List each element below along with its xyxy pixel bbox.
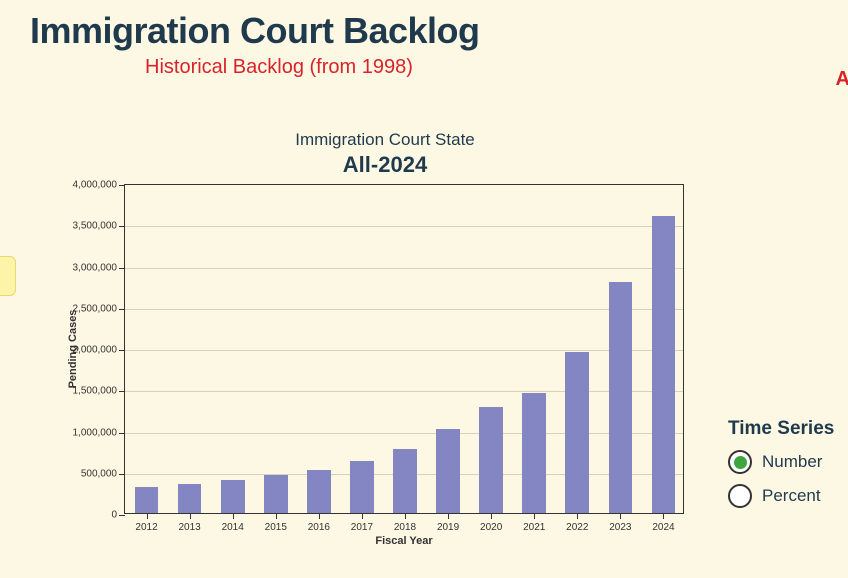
ytick-label: 1,000,000: [73, 427, 118, 438]
chart-plot-area: Pending Cases Fiscal Year 0500,0001,000,…: [124, 184, 684, 514]
xtick-label: 2016: [308, 522, 330, 533]
ytick: [119, 391, 125, 392]
tab-historical-backlog[interactable]: Historical Backlog (from 1998): [145, 56, 413, 78]
bar[interactable]: [609, 282, 633, 513]
ytick: [119, 268, 125, 269]
xtick: [276, 513, 277, 519]
xtick-label: 2013: [178, 522, 200, 533]
ytick-label: 3,000,000: [73, 262, 118, 273]
xtick: [147, 513, 148, 519]
gridline: [125, 350, 683, 351]
radio-number[interactable]: Number: [728, 450, 848, 474]
bar[interactable]: [522, 393, 546, 513]
bar[interactable]: [350, 461, 374, 513]
xtick-label: 2015: [265, 522, 287, 533]
bar[interactable]: [393, 449, 417, 513]
gridline: [125, 433, 683, 434]
xtick-label: 2018: [394, 522, 416, 533]
ytick-label: 2,500,000: [73, 303, 118, 314]
ytick-label: 4,000,000: [73, 180, 118, 191]
xtick: [663, 513, 664, 519]
bar[interactable]: [436, 429, 460, 513]
ytick-label: 3,500,000: [73, 221, 118, 232]
bar[interactable]: [307, 470, 331, 513]
bar[interactable]: [135, 487, 159, 513]
bar[interactable]: [652, 216, 676, 513]
xtick: [448, 513, 449, 519]
xtick: [577, 513, 578, 519]
time-series-control: Time Series Number Percent: [728, 418, 848, 518]
xtick: [362, 513, 363, 519]
ytick-label: 1,500,000: [73, 386, 118, 397]
xtick-label: 2024: [652, 522, 674, 533]
radio-circle-icon: [728, 484, 752, 508]
xtick-label: 2023: [609, 522, 631, 533]
partial-offscreen-text: A: [836, 68, 848, 91]
bar[interactable]: [264, 475, 288, 513]
xtick-label: 2020: [480, 522, 502, 533]
backlog-chart: Immigration Court State All-2024 Pending…: [60, 130, 710, 514]
bar[interactable]: [479, 407, 503, 513]
ytick: [119, 515, 125, 516]
radio-circle-icon: [728, 450, 752, 474]
radio-label: Number: [762, 452, 822, 472]
xtick: [233, 513, 234, 519]
xtick-label: 2012: [135, 522, 157, 533]
chart-xlabel: Fiscal Year: [375, 535, 432, 547]
bar[interactable]: [178, 484, 202, 513]
ytick-label: 500,000: [81, 468, 117, 479]
xtick: [534, 513, 535, 519]
chart-title: All-2024: [60, 152, 710, 178]
ytick: [119, 433, 125, 434]
ytick: [119, 350, 125, 351]
xtick-label: 2014: [222, 522, 244, 533]
bar[interactable]: [565, 352, 589, 513]
xtick: [319, 513, 320, 519]
ytick-label: 0: [111, 510, 117, 521]
radio-label: Percent: [762, 486, 821, 506]
gridline: [125, 226, 683, 227]
side-handle[interactable]: [0, 256, 16, 296]
gridline: [125, 309, 683, 310]
chart-suptitle: Immigration Court State: [60, 130, 710, 150]
page-title: Immigration Court Backlog: [30, 10, 848, 52]
ytick: [119, 185, 125, 186]
xtick: [491, 513, 492, 519]
xtick-label: 2019: [437, 522, 459, 533]
xtick: [405, 513, 406, 519]
xtick-label: 2021: [523, 522, 545, 533]
radio-percent[interactable]: Percent: [728, 484, 848, 508]
xtick-label: 2022: [566, 522, 588, 533]
gridline: [125, 268, 683, 269]
xtick: [190, 513, 191, 519]
xtick-label: 2017: [351, 522, 373, 533]
control-title: Time Series: [728, 418, 848, 440]
ytick: [119, 226, 125, 227]
xtick: [620, 513, 621, 519]
ytick: [119, 474, 125, 475]
ytick: [119, 309, 125, 310]
gridline: [125, 391, 683, 392]
bar[interactable]: [221, 480, 245, 513]
ytick-label: 2,000,000: [73, 345, 118, 356]
